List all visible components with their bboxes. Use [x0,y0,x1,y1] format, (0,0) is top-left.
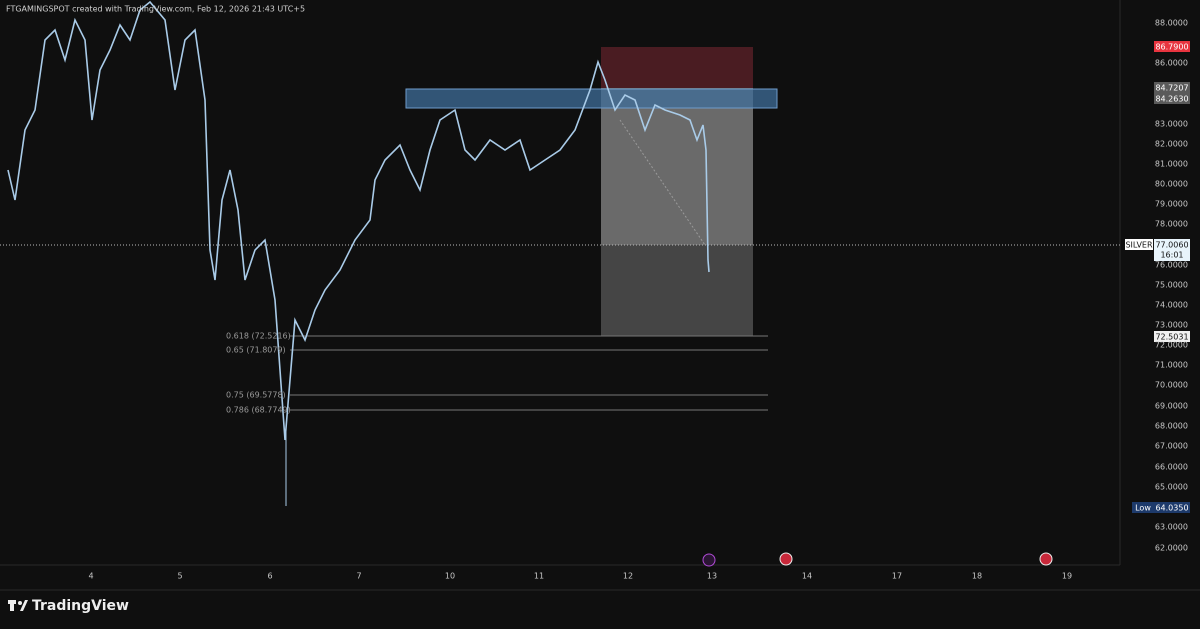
date-axis-label: 10 [445,572,455,581]
price-axis-label: 72.0000 [1155,341,1188,350]
header-text: FTGAMINGSPOT created with TradingView.co… [6,5,305,14]
flag-icon[interactable] [1039,552,1053,566]
stop-tag [1154,41,1190,52]
price-axis-label: 65.0000 [1155,483,1188,492]
price-axis-label: 88.0000 [1155,19,1188,28]
date-axis-label: 12 [623,572,633,581]
price-tag-low-value: 64.0350 [1155,504,1188,513]
supply-zone [405,88,778,109]
price-axis-label: 68.0000 [1155,422,1188,431]
date-axis-label: 13 [707,572,717,581]
price-tag-symbol: SILVER [1125,241,1153,250]
date-axis-label: 5 [177,572,182,581]
date-axis-label: 19 [1062,572,1072,581]
price-axis-label: 82.0000 [1155,140,1188,149]
price-tag-upper-zone: 84.7207 [1155,84,1188,93]
date-axis-label: 11 [534,572,544,581]
fib-label: 0.75 (69.5778) [226,391,286,400]
date-axis-label: 17 [892,572,902,581]
price-axis-label: 81.0000 [1155,160,1188,169]
date-axis-label: 18 [972,572,982,581]
zone-tag [1154,82,1190,93]
date-axis-label: 7 [356,572,361,581]
date-axis-label: 4 [88,572,93,581]
price-axis-label: 67.0000 [1155,442,1188,451]
price-axis-label: 79.0000 [1155,200,1188,209]
price-axis-label: 74.0000 [1155,301,1188,310]
price-tag-countdown: 16:01 [1160,251,1183,260]
price-axis-label: 71.0000 [1155,361,1188,370]
target-zone-upper [601,88,753,245]
price-axis-label: 63.0000 [1155,523,1188,532]
footer-brand: TradingView [32,598,129,614]
zone-tag [1154,93,1190,104]
price-axis-label: 66.0000 [1155,463,1188,472]
price-axis-label: 75.0000 [1155,281,1188,290]
fib-label: 0.618 (72.5216) [226,332,291,341]
price-axis-label: 86.0000 [1155,59,1188,68]
logo-mark [8,600,28,611]
price-axis-label: 70.0000 [1155,381,1188,390]
price-axis-label: 62.0000 [1155,544,1188,553]
price-axis-label: 83.0000 [1155,120,1188,129]
price-axis-label: 76.0000 [1155,261,1188,270]
flag-icon[interactable] [779,552,793,566]
date-axis-label: 14 [802,572,812,581]
price-axis-label: 80.0000 [1155,180,1188,189]
fib-label: 0.65 (71.8079) [226,346,286,355]
position-path [619,119,706,246]
symbol-tag [1125,239,1153,250]
fib-label: 0.786 (68.7749) [226,406,291,415]
date-axis-label: 6 [267,572,272,581]
price-tag-low-label: Low [1135,504,1151,513]
price-axis-label: 78.0000 [1155,220,1188,229]
price-tag-target: 72.5031 [1155,333,1188,342]
event-icon[interactable] [702,553,716,567]
last-price-tag [1154,239,1190,261]
price-tag-last-price: 77.0060 [1155,241,1188,250]
price-tag-lower-zone: 84.2630 [1155,95,1188,104]
target-tag [1154,331,1190,342]
price-series [7,0,710,441]
price-axis-label: 69.0000 [1155,402,1188,411]
low-tag [1132,502,1190,513]
price-tag-stop: 86.7900 [1155,43,1188,52]
price-axis-label: 73.0000 [1155,321,1188,330]
target-zone-lower [601,245,753,336]
stop-zone [601,47,753,88]
